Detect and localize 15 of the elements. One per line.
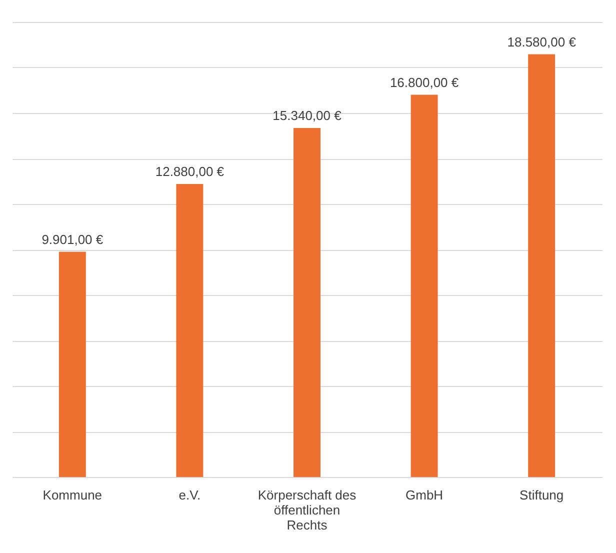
bar xyxy=(528,54,556,477)
data-label: 12.880,00 € xyxy=(155,164,225,179)
data-label: 16.800,00 € xyxy=(390,74,460,90)
bar xyxy=(410,94,438,477)
data-label: 15.340,00 € xyxy=(272,108,342,124)
x-tick-label: Stiftung xyxy=(520,488,564,502)
bar xyxy=(58,252,86,477)
x-tick-label: Kommune xyxy=(42,488,102,502)
x-tick-label: Körperschaft des öffentlichen Rechts xyxy=(258,488,357,532)
bar xyxy=(176,184,204,477)
x-tick-label: e.V. xyxy=(178,488,201,502)
bar xyxy=(294,128,320,477)
data-label: 9.901,00 € xyxy=(42,232,104,247)
x-tick-label: GmbH xyxy=(406,488,444,502)
data-label: 18.580,00 € xyxy=(507,34,577,50)
